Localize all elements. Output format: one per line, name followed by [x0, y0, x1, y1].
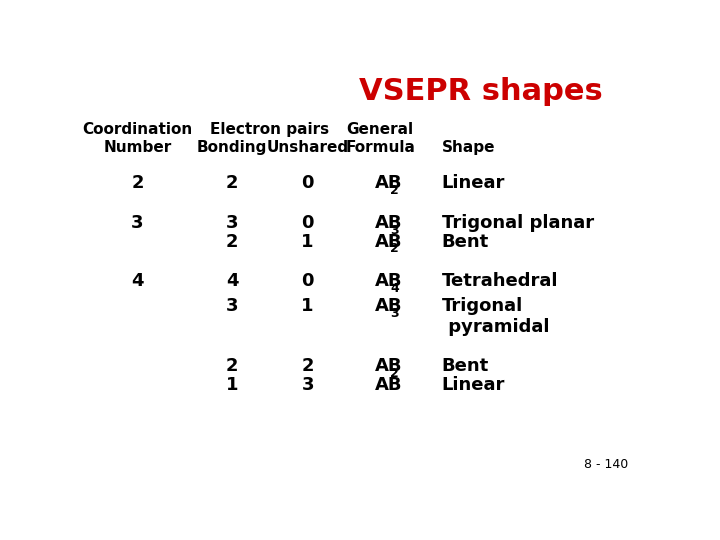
Text: Coordination: Coordination	[82, 122, 192, 137]
Text: 2: 2	[390, 367, 399, 380]
Text: Unshared: Unshared	[266, 140, 348, 156]
Text: AB: AB	[374, 297, 402, 315]
Text: Bonding: Bonding	[197, 140, 267, 156]
Text: 2: 2	[390, 242, 399, 255]
Text: 0: 0	[302, 272, 314, 290]
Text: 2: 2	[302, 357, 314, 375]
Text: Electron pairs: Electron pairs	[210, 122, 330, 137]
Text: 2: 2	[390, 184, 399, 197]
Text: Tetrahedral: Tetrahedral	[441, 272, 558, 290]
Text: Formula: Formula	[345, 140, 415, 156]
Text: AB: AB	[374, 357, 402, 375]
Text: 4: 4	[390, 282, 399, 295]
Text: 3: 3	[226, 297, 238, 315]
Text: 3: 3	[390, 307, 399, 320]
Text: Linear: Linear	[441, 376, 505, 394]
Text: 2: 2	[226, 357, 238, 375]
Text: pyramidal: pyramidal	[441, 318, 549, 336]
Text: 1: 1	[302, 297, 314, 315]
Text: 3: 3	[131, 214, 144, 232]
Text: 2: 2	[226, 174, 238, 192]
Text: Bent: Bent	[441, 357, 489, 375]
Text: AB: AB	[374, 272, 402, 290]
Text: 3: 3	[226, 214, 238, 232]
Text: Number: Number	[103, 140, 171, 156]
Text: AB: AB	[374, 376, 402, 394]
Text: AB: AB	[374, 174, 402, 192]
Text: 0: 0	[302, 214, 314, 232]
Text: 1: 1	[302, 233, 314, 251]
Text: 2: 2	[226, 233, 238, 251]
Text: 1: 1	[226, 376, 238, 394]
Text: AB: AB	[374, 214, 402, 232]
Text: Shape: Shape	[441, 140, 495, 156]
Text: Trigonal: Trigonal	[441, 297, 523, 315]
Text: Trigonal planar: Trigonal planar	[441, 214, 594, 232]
Text: 8 - 140: 8 - 140	[584, 458, 629, 471]
Text: 4: 4	[226, 272, 238, 290]
Text: 0: 0	[302, 174, 314, 192]
Text: 4: 4	[131, 272, 144, 290]
Text: 2: 2	[131, 174, 144, 192]
Text: Linear: Linear	[441, 174, 505, 192]
Text: 3: 3	[302, 376, 314, 394]
Text: AB: AB	[374, 233, 402, 251]
Text: Bent: Bent	[441, 233, 489, 251]
Text: VSEPR shapes: VSEPR shapes	[359, 77, 603, 106]
Text: 3: 3	[390, 224, 399, 237]
Text: General: General	[346, 122, 414, 137]
